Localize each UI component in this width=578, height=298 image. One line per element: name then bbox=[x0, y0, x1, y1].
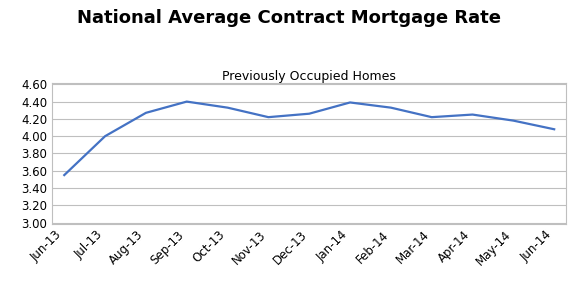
Text: National Average Contract Mortgage Rate: National Average Contract Mortgage Rate bbox=[77, 9, 501, 27]
Title: Previously Occupied Homes: Previously Occupied Homes bbox=[223, 70, 396, 83]
